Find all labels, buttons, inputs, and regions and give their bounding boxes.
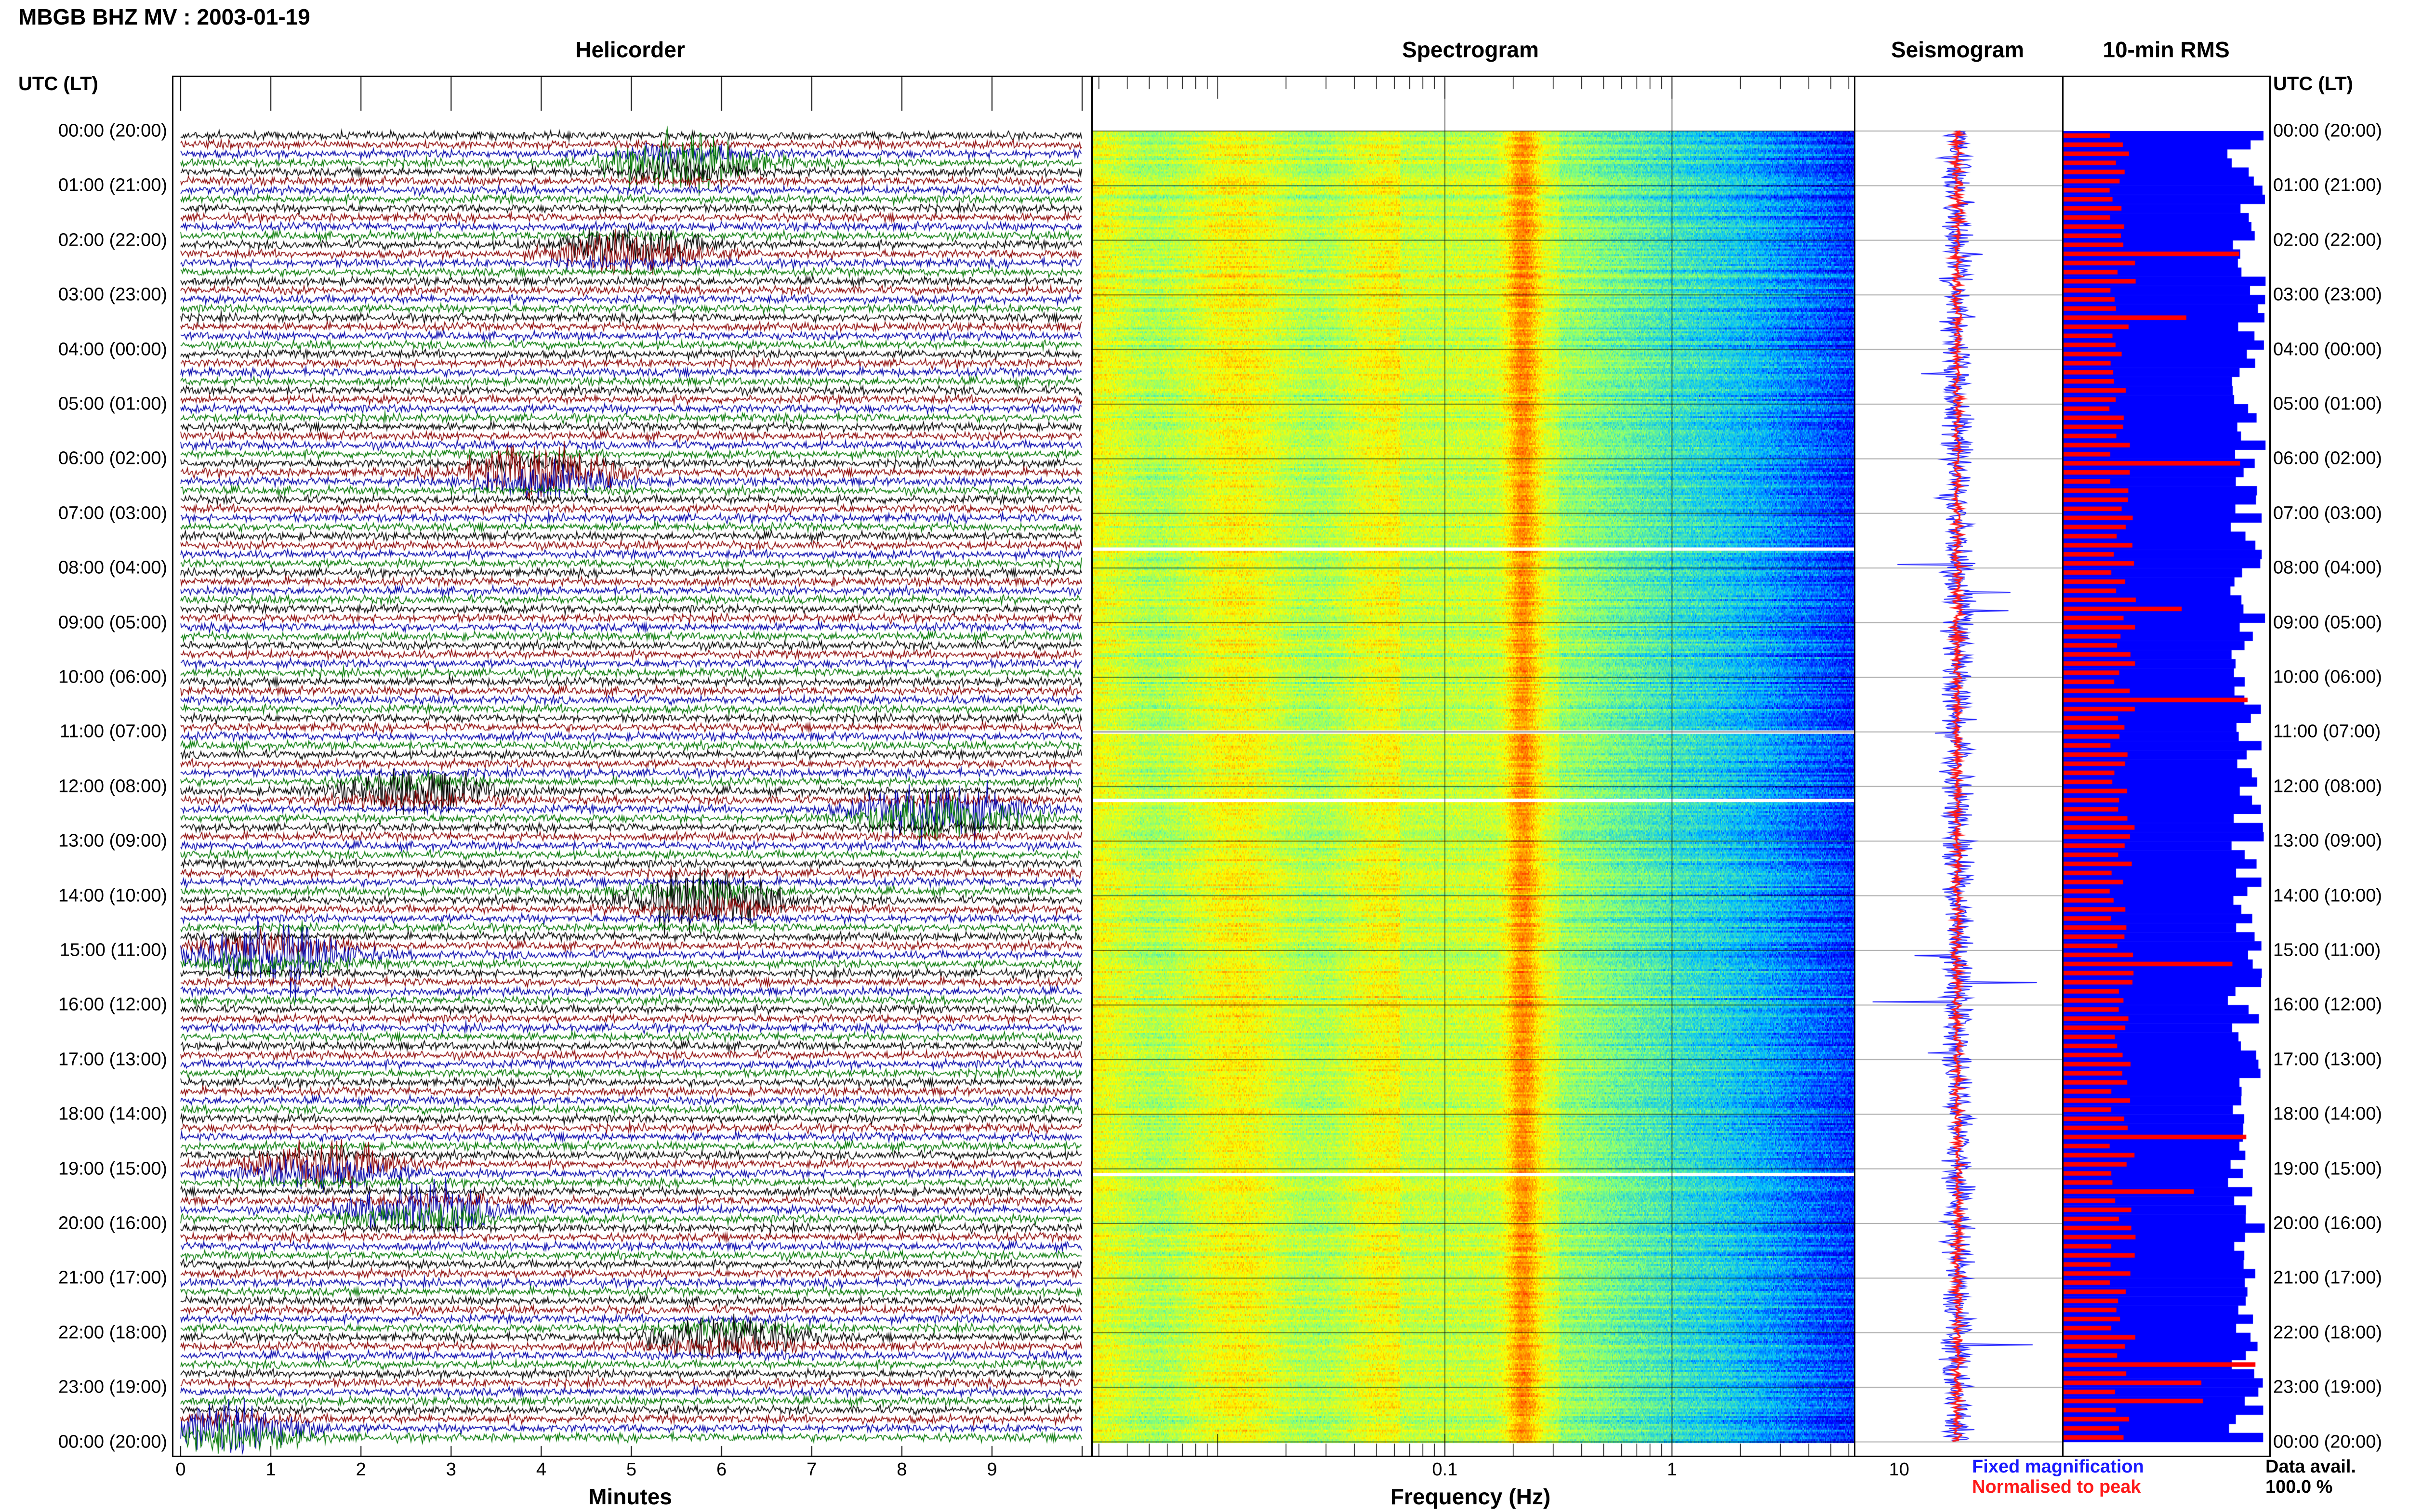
time-label-right: 13:00 (09:00) [2273,830,2383,851]
time-label-left: 17:00 (13:00) [58,1049,167,1070]
time-label-left: 04:00 (00:00) [58,339,167,360]
rms-panel [2062,76,2271,1457]
time-label-right: 02:00 (22:00) [2273,230,2383,250]
time-label-left: 20:00 (16:00) [58,1213,167,1234]
time-label-right: 14:00 (10:00) [2273,885,2383,906]
data-availability-label: Data avail. [2265,1457,2356,1477]
helicorder-tick-label: 7 [807,1459,817,1480]
time-label-left: 16:00 (12:00) [58,994,167,1015]
helicorder-tick-label: 4 [536,1459,546,1480]
helicorder-tick-label: 1 [265,1459,276,1480]
time-label-left: 10:00 (06:00) [58,667,167,687]
time-label-right: 18:00 (14:00) [2273,1104,2383,1124]
helicorder-tick-label: 6 [716,1459,727,1480]
spectrogram-tick-label: 0.1 [1432,1459,1458,1480]
legend-normalised-to-peak: Normalised to peak [1972,1477,2141,1497]
time-label-left: 02:00 (22:00) [58,230,167,250]
spectrogram-image [1093,77,1854,1456]
legend-fixed-magnification: Fixed magnification [1972,1457,2144,1477]
time-label-right: 19:00 (15:00) [2273,1158,2383,1179]
time-label-left: 01:00 (21:00) [58,175,167,196]
time-label-left: 03:00 (23:00) [58,284,167,305]
time-label-left: 00:00 (20:00) [58,120,167,141]
time-label-right: 00:00 (20:00) [2273,1432,2383,1452]
time-label-left: 21:00 (17:00) [58,1267,167,1288]
time-label-left: 13:00 (09:00) [58,830,167,851]
helicorder-tick-label: 0 [175,1459,186,1480]
rms-bars [2064,77,2269,1456]
helicorder-xlabel: Minutes [588,1484,672,1509]
rms-title: 10-min RMS [2103,37,2230,62]
time-label-right: 16:00 (12:00) [2273,994,2383,1015]
time-label-right: 04:00 (00:00) [2273,339,2383,360]
helicorder-tick-label: 9 [987,1459,997,1480]
time-label-right: 00:00 (20:00) [2273,120,2383,141]
time-label-left: 12:00 (08:00) [58,776,167,797]
time-label-right: 05:00 (01:00) [2273,394,2383,414]
time-label-left: 14:00 (10:00) [58,885,167,906]
time-label-right: 11:00 (07:00) [2273,721,2381,742]
time-axis-caption-right: UTC (LT) [2273,73,2353,94]
time-label-right: 23:00 (19:00) [2273,1377,2383,1397]
time-label-right: 12:00 (08:00) [2273,776,2383,797]
seismogram-title: Seismogram [1891,37,2025,62]
helicorder-traces [173,77,1091,1456]
station-title: MBGB BHZ MV : 2003-01-19 [18,4,310,29]
time-label-right: 01:00 (21:00) [2273,175,2383,196]
helicorder-tick-label: 8 [897,1459,907,1480]
time-label-left: 09:00 (05:00) [58,612,167,633]
spectrogram-panel [1091,76,1855,1457]
time-label-right: 09:00 (05:00) [2273,612,2383,633]
helicorder-tick-label: 3 [446,1459,456,1480]
time-label-right: 20:00 (16:00) [2273,1213,2383,1234]
time-label-right: 08:00 (04:00) [2273,557,2383,578]
time-label-left: 23:00 (19:00) [58,1377,167,1397]
time-label-left: 15:00 (11:00) [59,940,167,960]
time-label-right: 15:00 (11:00) [2273,940,2381,960]
helicorder-tick-label: 5 [626,1459,637,1480]
time-label-left: 06:00 (02:00) [58,448,167,469]
time-label-right: 06:00 (02:00) [2273,448,2383,469]
seismogram-panel [1854,76,2064,1457]
time-label-right: 17:00 (13:00) [2273,1049,2383,1070]
time-label-left: 05:00 (01:00) [58,394,167,414]
spectrogram-tick-label: 1 [1667,1459,1677,1480]
time-label-left: 00:00 (20:00) [58,1432,167,1452]
helicorder-tick-label: 2 [356,1459,366,1480]
time-label-left: 19:00 (15:00) [58,1158,167,1179]
spectrogram-xlabel: Frequency (Hz) [1390,1484,1551,1509]
time-label-right: 10:00 (06:00) [2273,667,2383,687]
helicorder-panel [172,76,1093,1457]
data-availability-value: 100.0 % [2265,1477,2333,1497]
time-label-right: 03:00 (23:00) [2273,284,2383,305]
time-label-right: 07:00 (03:00) [2273,503,2383,524]
spectrogram-title: Spectrogram [1402,37,1539,62]
time-label-left: 08:00 (04:00) [58,557,167,578]
time-axis-caption-left: UTC (LT) [18,73,98,94]
spectrogram-tick-label: 10 [1889,1459,1909,1480]
time-label-left: 18:00 (14:00) [58,1104,167,1124]
time-label-left: 07:00 (03:00) [58,503,167,524]
time-label-right: 21:00 (17:00) [2273,1267,2383,1288]
time-label-right: 22:00 (18:00) [2273,1322,2383,1343]
helicorder-title: Helicorder [575,37,685,62]
time-label-left: 11:00 (07:00) [59,721,167,742]
time-label-left: 22:00 (18:00) [58,1322,167,1343]
seismogram-traces [1855,77,2062,1456]
